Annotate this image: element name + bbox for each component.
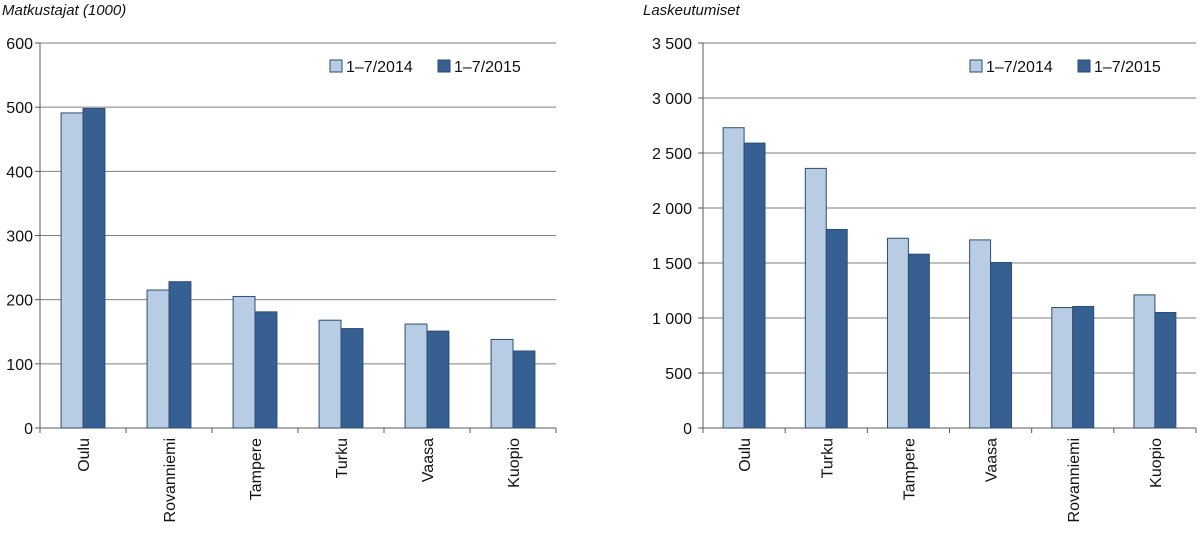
legend-label: 1–7/2015 (1094, 59, 1161, 76)
bar-2014-turku (318, 319, 342, 429)
category-label: Tampere (248, 438, 265, 500)
bar-2015-turku (340, 328, 364, 429)
y-tick-label: 0 (24, 421, 33, 438)
chart-2-title: Laskeutumiset (643, 2, 741, 19)
bar-2015-oulu (743, 142, 766, 429)
category-label: Vaasa (420, 438, 437, 482)
bar-2014-kuopio (490, 338, 514, 429)
legend-swatch (329, 59, 343, 73)
legend-label: 1–7/2015 (454, 59, 521, 76)
bar-2015-vaasa (990, 261, 1013, 429)
y-tick-label: 2 000 (652, 201, 692, 218)
category-label: Turku (819, 438, 836, 478)
bar-2014-turku (804, 167, 827, 429)
y-tick-label: 500 (665, 366, 692, 383)
legend-swatch (1077, 59, 1091, 73)
y-tick-label: 600 (6, 36, 33, 53)
y-tick-label: 400 (6, 164, 33, 181)
category-label: Vaasa (984, 438, 1001, 482)
bar-2015-rovanniemi (1072, 305, 1095, 429)
bar-2015-vaasa (426, 330, 450, 429)
category-label: Rovanniemi (162, 438, 179, 522)
category-label: Tampere (901, 438, 918, 500)
category-label: Rovanniemi (1066, 438, 1083, 522)
y-tick-label: 1 500 (652, 256, 692, 273)
y-tick-label: 1 000 (652, 311, 692, 328)
bar-2014-vaasa (969, 239, 992, 429)
bar-2014-rovanniemi (146, 289, 170, 429)
bar-2014-vaasa (404, 323, 428, 429)
y-tick-label: 200 (6, 293, 33, 310)
y-tick-label: 3 000 (652, 91, 692, 108)
bar-2015-oulu (82, 107, 106, 429)
legend-label: 1–7/2014 (986, 59, 1053, 76)
bar-2014-kuopio (1133, 294, 1156, 429)
category-label: Oulu (76, 438, 93, 472)
bar-2015-turku (825, 228, 848, 429)
legend: 1–7/2014 1–7/2015 (329, 59, 521, 76)
legend: 1–7/2014 1–7/2015 (969, 59, 1161, 76)
bar-2015-rovanniemi (168, 281, 192, 429)
bar-2015-tampere (907, 253, 930, 429)
bar-2014-rovanniemi (1051, 307, 1074, 429)
bar-2015-kuopio (1154, 312, 1177, 429)
chart-1-title: Matkustajat (1000) (2, 2, 126, 19)
bar-2014-oulu (60, 112, 84, 429)
bar-2015-kuopio (512, 350, 536, 429)
y-tick-label: 3 500 (652, 36, 692, 53)
bar-2014-oulu (722, 127, 745, 429)
y-tick-label: 500 (6, 100, 33, 117)
category-label: Oulu (737, 438, 754, 472)
bar-2014-tampere (886, 237, 909, 429)
category-label: Turku (334, 438, 351, 478)
category-label: Kuopio (506, 438, 523, 488)
y-tick-label: 2 500 (652, 146, 692, 163)
chart-1-passengers: 0 100 200 300 400 500 600 Oulu Rovanniemi Tampere… (6, 36, 557, 522)
y-tick-label: 300 (6, 229, 33, 246)
bar-2015-tampere (254, 311, 278, 429)
legend-swatch (969, 59, 983, 73)
legend-swatch (437, 59, 451, 73)
y-tick-label: 0 (683, 421, 692, 438)
legend-label: 1–7/2014 (346, 59, 413, 76)
bar-2014-tampere (232, 295, 256, 429)
chart-2-landings: 0 500 1 000 1 500 2 000 2 500 3 000 3 500 Oulu Tu… (652, 36, 1197, 522)
category-label: Kuopio (1148, 438, 1165, 488)
y-tick-label: 100 (6, 357, 33, 374)
